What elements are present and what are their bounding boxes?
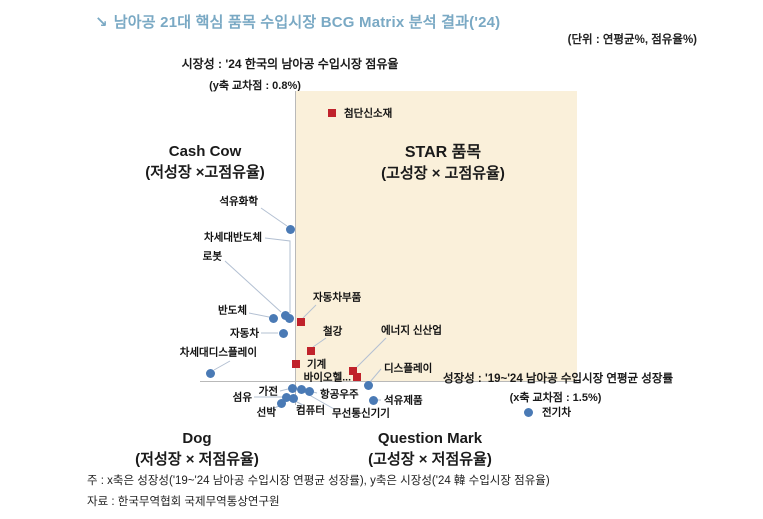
unit-note: (단위 : 연평균%, 점유율%) bbox=[567, 34, 697, 46]
point-label: 첨단신소재 bbox=[344, 107, 393, 120]
x-axis-cross-note: (x축 교차점 : 1.5%) bbox=[509, 392, 602, 404]
point-label: 자동차 bbox=[230, 327, 259, 340]
point-marker-square bbox=[349, 367, 357, 375]
point-marker-dot bbox=[281, 392, 291, 402]
southeast-arrow-icon: ↘ bbox=[95, 14, 108, 31]
page-title-text: 남아공 21대 핵심 품목 수입시장 BCG Matrix 분석 결과('24) bbox=[113, 14, 501, 31]
point-label: 컴퓨터 bbox=[296, 404, 325, 417]
quadrant-label-star: STAR 품목 (고성장 × 고점유율) bbox=[330, 142, 556, 184]
point-marker-dot bbox=[363, 380, 373, 390]
point-marker-dot bbox=[285, 224, 295, 234]
point-label: 가전 bbox=[258, 385, 278, 398]
point-marker-dot bbox=[288, 393, 298, 403]
point-label: 반도체 bbox=[218, 304, 247, 317]
x-axis-line bbox=[200, 381, 577, 382]
y-axis-line bbox=[295, 91, 296, 405]
point-marker-square bbox=[292, 360, 300, 368]
point-label: 차세대디스플레이 bbox=[179, 346, 257, 359]
point-marker-dot bbox=[287, 383, 297, 393]
point-label: 기계 bbox=[307, 358, 327, 371]
point-marker-dot bbox=[278, 328, 288, 338]
y-axis-cross-note: (y축 교차점 : 0.8%) bbox=[209, 80, 301, 92]
star-title: STAR 품목 bbox=[404, 144, 482, 161]
dog-subtitle: (저성장 × 저점유율) bbox=[135, 451, 259, 468]
point-label: 철강 bbox=[323, 325, 343, 338]
point-label: 바이오헬... bbox=[303, 371, 351, 384]
point-label: 섬유 bbox=[232, 391, 252, 404]
point-marker-dot bbox=[523, 407, 533, 417]
question-mark-title: Question Mark bbox=[377, 430, 483, 447]
point-label: 무선통신기기 bbox=[332, 407, 390, 420]
point-label: 자동차부품 bbox=[313, 291, 362, 304]
point-marker-square bbox=[353, 373, 361, 381]
quadrant-label-cash-cow: Cash Cow (저성장 ×고점유율) bbox=[105, 141, 305, 183]
point-marker-dot bbox=[276, 398, 286, 408]
star-quadrant-region bbox=[295, 91, 577, 381]
point-label: 석유화학 bbox=[219, 195, 258, 208]
point-label: 로봇 bbox=[202, 250, 222, 263]
quadrant-label-question-mark: Question Mark (고성장 × 저점유율) bbox=[330, 428, 530, 470]
cash-cow-subtitle: (저성장 ×고점유율) bbox=[145, 164, 265, 181]
x-axis-title: 성장성 : '19~'24 남아공 수입시장 연평균 성장률 bbox=[443, 373, 674, 385]
point-label: 에너지 신산업 bbox=[381, 324, 442, 337]
question-mark-subtitle: (고성장 × 저점유율) bbox=[368, 451, 492, 468]
cash-cow-title: Cash Cow bbox=[168, 143, 242, 160]
quadrant-label-dog: Dog (저성장 × 저점유율) bbox=[97, 428, 297, 470]
point-label: 선박 bbox=[256, 406, 276, 419]
point-marker-dot bbox=[368, 395, 378, 405]
point-marker-dot bbox=[296, 384, 306, 394]
footnote: 주 : x축은 성장성('19~'24 남아공 수입시장 연평균 성장률), y… bbox=[87, 475, 550, 487]
point-label: 항공우주 bbox=[320, 388, 359, 401]
dog-title: Dog bbox=[182, 430, 212, 447]
star-subtitle: (고성장 × 고점유율) bbox=[381, 165, 505, 182]
point-label: 디스플레이 bbox=[384, 362, 433, 375]
point-label: 차세대반도체 bbox=[204, 231, 262, 244]
point-label: 석유제품 bbox=[384, 394, 423, 407]
point-marker-square bbox=[307, 347, 315, 355]
point-marker-dot bbox=[280, 310, 290, 320]
point-marker-square bbox=[328, 109, 336, 117]
point-marker-dot bbox=[268, 313, 278, 323]
point-marker-dot bbox=[304, 386, 314, 396]
point-label: 전기차 bbox=[542, 406, 571, 419]
point-marker-dot bbox=[205, 368, 215, 378]
page-title: ↘ 남아공 21대 핵심 품목 수입시장 BCG Matrix 분석 결과('24… bbox=[95, 11, 500, 32]
point-marker-square bbox=[297, 318, 305, 326]
source-note: 자료 : 한국무역협회 국제무역통상연구원 bbox=[87, 496, 280, 508]
y-axis-title: 시장성 : '24 한국의 남아공 수입시장 점유율 bbox=[181, 57, 399, 71]
